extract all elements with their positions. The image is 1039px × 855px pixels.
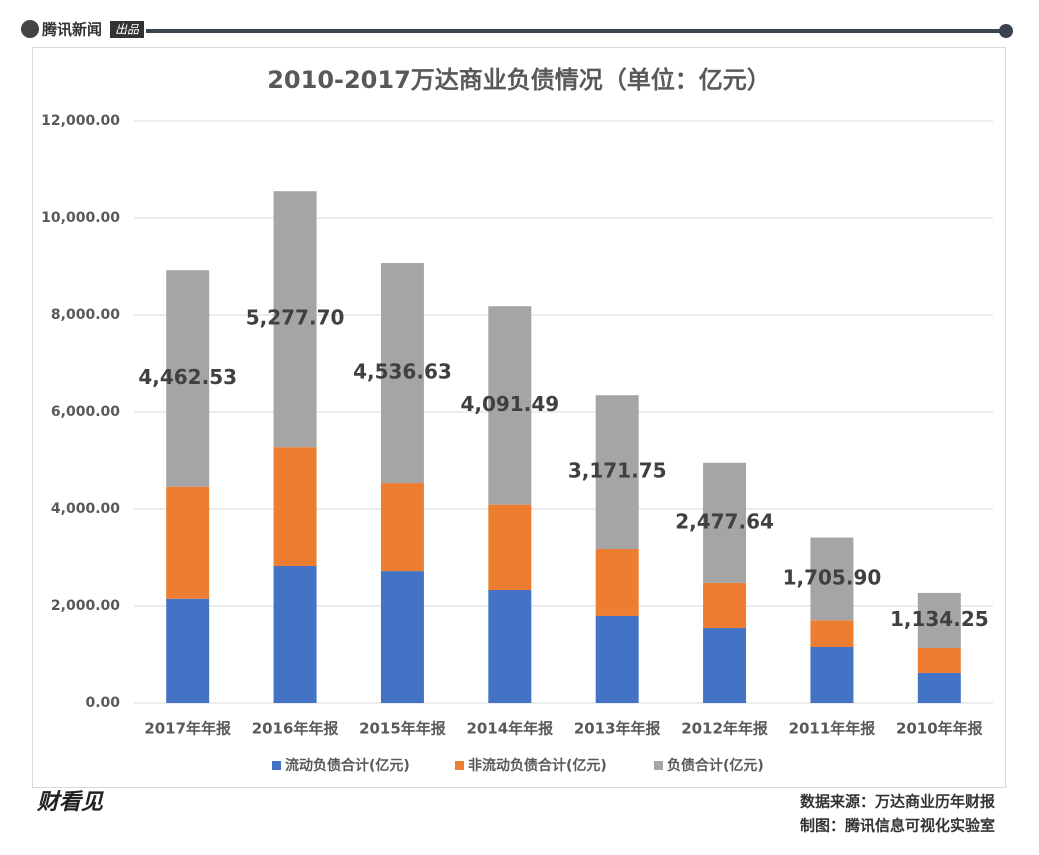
x-tick-label: 2016年年报 xyxy=(252,720,339,738)
header-dot xyxy=(999,24,1013,38)
bar-segment xyxy=(380,483,424,572)
x-tick-label: 2011年年报 xyxy=(789,720,876,738)
data-label: 4,091.49 xyxy=(460,392,559,416)
bar-segment xyxy=(595,549,639,616)
x-tick-label: 2010年年报 xyxy=(896,720,983,738)
bar-segment xyxy=(703,582,747,629)
data-label: 5,277.70 xyxy=(246,306,345,330)
chart-title: 2010-2017万达商业负债情况（单位：亿元） xyxy=(267,66,771,94)
data-label: 2,477.64 xyxy=(675,509,774,533)
data-label: 1,134.25 xyxy=(890,607,989,631)
bar-segment xyxy=(488,306,532,505)
y-tick-label: 0.00 xyxy=(85,695,120,711)
brand-icon xyxy=(21,20,39,38)
badge-bg xyxy=(110,21,144,38)
badge: 出品 xyxy=(115,23,140,37)
y-tick-label: 4,000.00 xyxy=(51,501,120,517)
bar-segment xyxy=(273,447,317,566)
bar-segment xyxy=(917,672,961,703)
bar-segment xyxy=(488,504,532,590)
x-tick-label: 2015年年报 xyxy=(359,720,446,738)
bar-segment xyxy=(810,537,854,621)
bar-segment xyxy=(488,589,532,703)
bar-segment xyxy=(810,620,854,647)
footer-logo: 财看见 xyxy=(36,790,104,815)
legend-swatch xyxy=(272,761,281,770)
bar-segment xyxy=(166,270,210,487)
legend-label: 负债合计(亿元) xyxy=(667,757,764,774)
bar-segment xyxy=(595,395,639,550)
y-tick-label: 2,000.00 xyxy=(51,598,120,614)
bar-segment xyxy=(810,646,854,703)
bar-segment xyxy=(380,263,424,484)
legend-swatch xyxy=(455,761,464,770)
data-label: 4,536.63 xyxy=(353,360,452,384)
x-tick-label: 2013年年报 xyxy=(574,720,661,738)
brand: 腾讯新闻 xyxy=(41,21,102,39)
y-tick-label: 12,000.00 xyxy=(41,113,120,129)
bar-segment xyxy=(166,598,210,703)
x-tick-label: 2017年年报 xyxy=(144,720,231,738)
bar-segment xyxy=(703,628,747,703)
legend-label: 非流动负债合计(亿元) xyxy=(468,757,607,774)
y-tick-label: 10,000.00 xyxy=(41,210,120,226)
credit: 制图：腾讯信息可视化实验室 xyxy=(800,817,995,835)
bar-segment xyxy=(917,647,961,673)
data-label: 4,462.53 xyxy=(138,365,237,389)
bar-segment xyxy=(273,191,317,448)
bar-segment xyxy=(595,615,639,703)
x-tick-label: 2014年年报 xyxy=(466,720,553,738)
x-tick-label: 2012年年报 xyxy=(681,720,768,738)
bar-segment xyxy=(273,565,317,703)
source: 数据来源：万达商业历年财报 xyxy=(800,793,995,811)
data-label: 3,171.75 xyxy=(568,459,667,483)
y-tick-label: 8,000.00 xyxy=(51,307,120,323)
bar-segment xyxy=(166,486,210,599)
legend-swatch xyxy=(654,761,663,770)
bar-segment xyxy=(380,571,424,703)
legend-label: 流动负债合计(亿元) xyxy=(285,757,410,774)
bar-segment xyxy=(917,592,961,648)
y-tick-label: 6,000.00 xyxy=(51,404,120,420)
data-label: 1,705.90 xyxy=(783,565,882,589)
bar-segment xyxy=(703,462,747,583)
